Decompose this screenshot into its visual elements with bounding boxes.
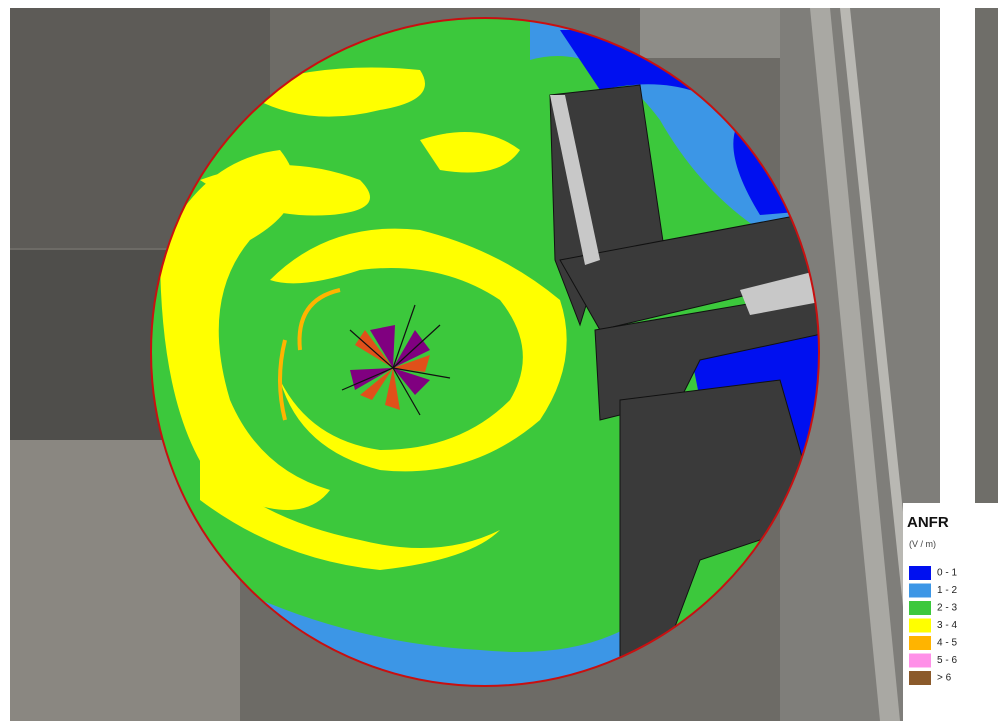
field-strength-map	[151, 18, 819, 686]
legend-label: 1 - 2	[937, 585, 957, 596]
legend-swatch	[909, 583, 931, 598]
legend-swatch	[909, 653, 931, 668]
legend-unit: (V / m)	[909, 539, 936, 549]
coverage-boundary	[150, 17, 820, 687]
legend: ANFR (V / m) 0 - 1 1 - 2 2 - 3 3 - 4 4 - 5 5 …	[903, 503, 998, 721]
legend-label: > 6	[937, 673, 952, 684]
legend-swatch	[909, 636, 931, 650]
legend-swatch	[909, 566, 931, 580]
legend-swatch	[909, 618, 931, 633]
legend-label: 4 - 5	[937, 638, 957, 649]
legend-swatch	[909, 601, 931, 615]
legend-label: 0 - 1	[937, 568, 957, 579]
legend-label: 3 - 4	[937, 620, 957, 631]
antenna	[341, 304, 451, 416]
legend-swatch	[909, 671, 931, 685]
legend-title: ANFR	[907, 514, 949, 531]
legend-label: 2 - 3	[937, 603, 957, 614]
legend-label: 5 - 6	[937, 655, 957, 666]
